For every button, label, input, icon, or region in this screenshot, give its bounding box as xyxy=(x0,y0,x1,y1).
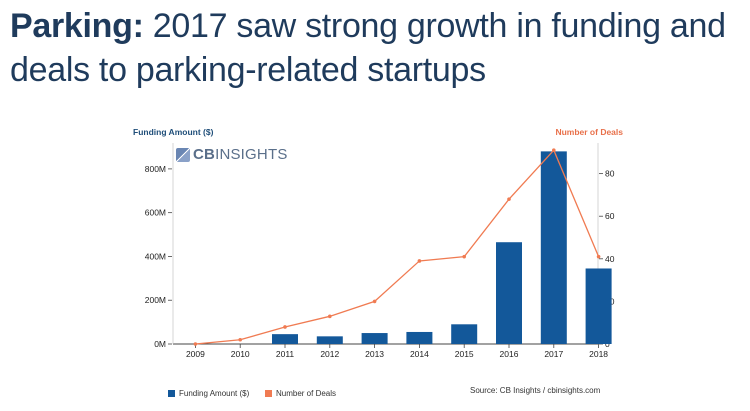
legend-swatch-deals xyxy=(265,390,272,397)
bar xyxy=(496,242,522,344)
bar xyxy=(361,333,388,344)
x-tick-label: 2009 xyxy=(186,349,205,359)
bar xyxy=(406,331,433,344)
logo-prefix: CB xyxy=(193,146,216,163)
deals-point xyxy=(596,254,601,259)
x-tick-label: 2013 xyxy=(365,349,384,359)
deals-point xyxy=(507,197,511,201)
y-right-tick-label: 40 xyxy=(605,254,615,264)
deals-point xyxy=(372,299,377,304)
bar xyxy=(540,151,567,344)
bar xyxy=(585,268,612,344)
bar xyxy=(272,334,298,344)
logo-suffix: INSIGHTS xyxy=(215,146,288,163)
x-tick-label: 2015 xyxy=(455,349,474,359)
y-left-tick-label: 600M xyxy=(145,208,166,218)
y-right-axis-title: Number of Deals xyxy=(555,127,623,137)
deals-point xyxy=(328,314,332,319)
y-left-tick-label: 400M xyxy=(145,251,166,261)
y-left-axis-title: Funding Amount ($) xyxy=(133,127,214,137)
bar xyxy=(316,336,343,344)
x-tick-label: 2016 xyxy=(500,349,519,359)
deals-point xyxy=(283,325,287,329)
deals-point xyxy=(193,342,198,346)
page-title: Parking: 2017 saw strong growth in fundi… xyxy=(10,4,745,92)
x-tick-label: 2010 xyxy=(231,349,250,359)
x-tick-label: 2012 xyxy=(320,349,339,359)
title-rest: 2017 saw strong growth in funding and de… xyxy=(10,7,726,89)
legend-label-funding: Funding Amount ($) xyxy=(179,389,250,398)
cbinsights-logo-icon xyxy=(176,147,190,162)
x-tick-label: 2011 xyxy=(276,349,295,359)
deals-point xyxy=(552,148,556,152)
deals-point xyxy=(417,259,422,263)
cbinsights-logo: CB INSIGHTS xyxy=(176,146,288,163)
source-note: Source: CB Insights / cbinsights.com xyxy=(470,386,601,395)
y-left-tick-label: 200M xyxy=(145,295,166,305)
legend-swatch-funding xyxy=(168,390,175,397)
title-lead: Parking: xyxy=(10,7,144,45)
deals-point xyxy=(238,337,242,342)
legend-label-deals: Number of Deals xyxy=(276,389,336,398)
y-left-tick-label: 800M xyxy=(145,164,166,174)
y-right-tick-label: 60 xyxy=(605,211,615,221)
bar xyxy=(451,324,478,344)
y-right-tick-label: 80 xyxy=(605,169,615,179)
deals-line xyxy=(195,149,600,345)
deals-point xyxy=(462,254,467,259)
y-left-tick-label: 0M xyxy=(154,339,166,349)
x-tick-label: 2018 xyxy=(589,349,608,359)
x-tick-label: 2017 xyxy=(544,349,563,359)
x-tick-label: 2014 xyxy=(410,349,429,359)
